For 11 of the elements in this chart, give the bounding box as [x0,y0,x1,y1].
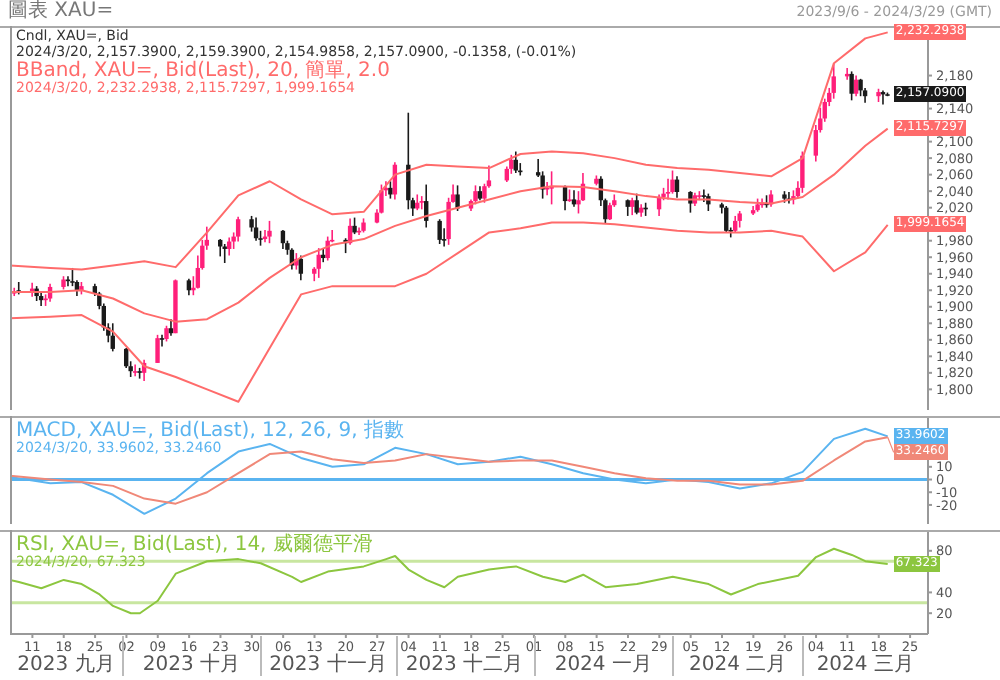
annotation: RSI, XAU=, Bid(Last), 14, 威爾德平滑 [16,534,373,556]
text: 2023 十月 [142,654,240,676]
chart-title: 圖表 XAU= [8,0,114,24]
text: 2024 三月 [816,654,914,676]
text: 2023 十二月 [405,654,524,676]
text: 2024 一月 [554,654,652,676]
annotation: MACD, XAU=, Bid(Last), 12, 26, 9, 指數 [16,420,404,442]
text: 2024 二月 [689,654,787,676]
annotation: BBand, XAU=, Bid(Last), 20, 簡單, 2.0 [16,60,392,83]
text: 2023 十一月 [269,654,387,676]
text: 2023 九月 [17,654,115,676]
